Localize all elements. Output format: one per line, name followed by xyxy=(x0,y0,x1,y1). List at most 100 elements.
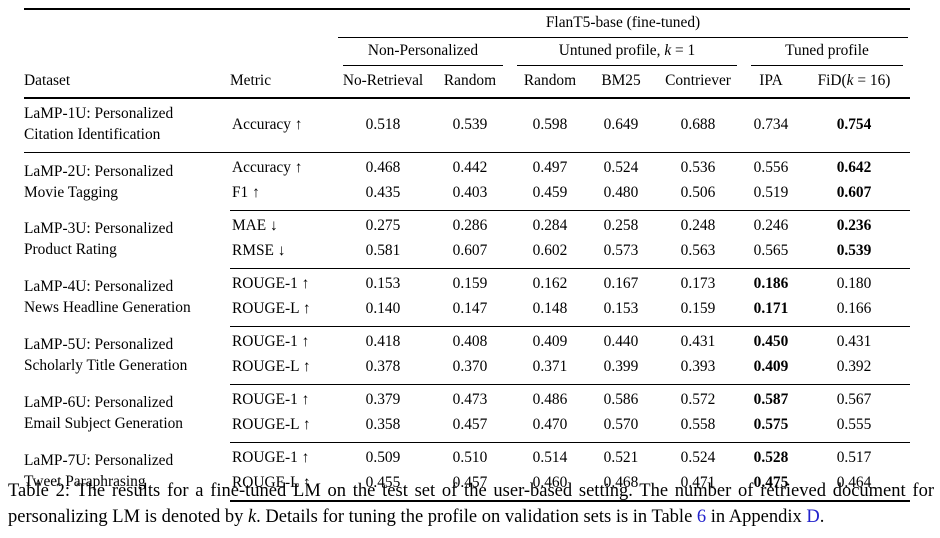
metric-cell: ROUGE-1 ↑ xyxy=(232,332,310,350)
col-header-no-retrieval: No-Retrieval xyxy=(336,66,430,100)
value-cell: 0.148 xyxy=(510,297,590,327)
value-cell: 0.409 xyxy=(744,354,798,385)
header-spacer xyxy=(24,38,336,66)
value-cell: 0.450 xyxy=(753,332,789,350)
dataset-group: LaMP-5U: Personalized Scholarly Title Ge… xyxy=(24,326,911,385)
group-non-personalized: Non-Personalized xyxy=(336,38,510,66)
group-untuned-pre: Untuned profile, xyxy=(558,42,665,59)
value-cell: 0.524 xyxy=(680,448,716,466)
table-row: F1 ↑ 0.435 0.403 0.459 0.480 0.506 0.519 0.607 xyxy=(24,181,911,212)
value-cell: 0.409 xyxy=(532,332,568,350)
value-cell: 0.180 xyxy=(836,275,872,293)
metric-cell: MAE ↓ xyxy=(232,217,278,235)
value-cell: 0.688 xyxy=(652,98,744,154)
value-cell: 0.572 xyxy=(680,390,716,408)
dataset-group: LaMP-6U: Personalized Email Subject Gene… xyxy=(24,384,911,443)
value-cell: 0.371 xyxy=(510,354,590,385)
metric-cell: ROUGE-L ↑ xyxy=(230,297,336,327)
value-cell: 0.464 xyxy=(798,470,911,502)
value-cell: 0.581 xyxy=(336,239,430,270)
value-cell: 0.539 xyxy=(430,98,510,154)
dataset-group: LaMP-7U: Personalized Tweet Paraphrasing… xyxy=(24,442,911,502)
value-cell: 0.480 xyxy=(590,181,652,212)
table-row: RMSE ↓ 0.581 0.607 0.602 0.573 0.563 0.565 0.53… xyxy=(24,239,911,270)
value-cell: 0.565 xyxy=(744,239,798,270)
value-cell: 0.567 xyxy=(836,390,872,408)
dataset-group: LaMP-3U: Personalized Product Rating MAE … xyxy=(24,211,911,270)
value-cell: 0.379 xyxy=(365,390,401,408)
value-cell: 0.539 xyxy=(798,239,911,270)
group-tuned-profile-label: Tuned profile xyxy=(751,38,904,66)
metric-cell: F1 ↑ xyxy=(230,181,336,212)
value-cell: 0.575 xyxy=(744,412,798,443)
value-cell: 0.521 xyxy=(603,448,639,466)
metric-cell: ROUGE-L ↑ xyxy=(230,354,336,385)
dataset-cell: LaMP-3U: Personalized Product Rating xyxy=(24,220,174,259)
value-cell: 0.570 xyxy=(590,412,652,443)
dataset-cell: LaMP-6U: Personalized Email Subject Gene… xyxy=(24,393,183,432)
table-row: ROUGE-L ↑ 0.358 0.457 0.470 0.570 0.558 0.575 0… xyxy=(24,412,911,443)
value-cell: 0.435 xyxy=(336,181,430,212)
value-cell: 0.471 xyxy=(652,470,744,502)
table-6-link[interactable]: 6 xyxy=(696,506,707,527)
value-cell: 0.370 xyxy=(430,354,510,385)
col-header-contriever: Contriever xyxy=(652,66,744,100)
value-cell: 0.528 xyxy=(753,448,789,466)
value-cell: 0.236 xyxy=(836,217,872,235)
group-tuned-profile: Tuned profile xyxy=(744,38,910,66)
appendix-d-link[interactable]: D xyxy=(806,506,820,527)
value-cell: 0.457 xyxy=(430,412,510,443)
value-cell: 0.140 xyxy=(336,297,430,327)
value-cell: 0.440 xyxy=(603,332,639,350)
value-cell: 0.468 xyxy=(590,470,652,502)
value-cell: 0.378 xyxy=(336,354,430,385)
value-cell: 0.473 xyxy=(452,390,488,408)
metric-cell: ROUGE-1 ↑ xyxy=(232,390,310,408)
caption-text-middle: . Details for tuning the profile on vali… xyxy=(256,506,697,527)
value-cell: 0.602 xyxy=(510,239,590,270)
group-untuned-profile-label: Untuned profile, k = 1 xyxy=(517,38,737,66)
value-cell: 0.418 xyxy=(365,332,401,350)
value-cell: 0.460 xyxy=(510,470,590,502)
k-italic: k xyxy=(846,72,854,89)
value-cell: 0.358 xyxy=(336,412,430,443)
caption-text-prefix: Table 2: The results for a fine-tuned LM… xyxy=(8,481,934,527)
col-header-fid: FiD(k = 16) xyxy=(798,66,911,100)
value-cell: 0.514 xyxy=(532,448,568,466)
dataset-group: LaMP-1U: Personalized Citation Identific… xyxy=(24,98,911,154)
table-row: LaMP-6U: Personalized Email Subject Gene… xyxy=(24,384,910,432)
value-cell: 0.524 xyxy=(603,159,639,177)
value-cell: 0.468 xyxy=(365,159,401,177)
table-row: LaMP-7U: Personalized Tweet Paraphrasing… xyxy=(24,442,910,490)
value-cell: 0.586 xyxy=(603,390,639,408)
metric-cell: ROUGE-1 ↑ xyxy=(232,275,310,293)
model-header-cell: FlanT5-base (fine-tuned) xyxy=(336,9,910,38)
value-cell: 0.497 xyxy=(532,159,568,177)
model-header: FlanT5-base (fine-tuned) xyxy=(338,10,909,38)
value-cell: 0.393 xyxy=(652,354,744,385)
table-caption: Table 2: The results for a fine-tuned LM… xyxy=(8,479,934,531)
k-italic: k xyxy=(664,42,672,59)
metric-cell: Accuracy ↑ xyxy=(232,159,303,177)
table-row: LaMP-1U: Personalized Citation Identific… xyxy=(24,98,911,154)
col-header-metric: Metric xyxy=(230,66,336,100)
value-cell: 0.470 xyxy=(510,412,590,443)
dataset-group: LaMP-2U: Personalized Movie Tagging Accur… xyxy=(24,153,911,212)
group-non-personalized-label: Non-Personalized xyxy=(343,38,503,66)
value-cell: 0.153 xyxy=(365,275,401,293)
value-cell: 0.248 xyxy=(680,217,716,235)
value-cell: 0.284 xyxy=(532,217,568,235)
value-cell: 0.258 xyxy=(603,217,639,235)
dataset-cell: LaMP-2U: Personalized Movie Tagging xyxy=(24,162,174,201)
col-header-dataset: Dataset xyxy=(24,66,230,100)
col-header-random-np: Random xyxy=(430,66,510,100)
value-cell: 0.455 xyxy=(336,470,430,502)
value-cell: 0.147 xyxy=(430,297,510,327)
metric-cell: ROUGE-L ↑ xyxy=(230,412,336,443)
value-cell: 0.555 xyxy=(798,412,911,443)
value-cell: 0.403 xyxy=(430,181,510,212)
value-cell: 0.754 xyxy=(798,98,911,154)
value-cell: 0.573 xyxy=(590,239,652,270)
value-cell: 0.536 xyxy=(680,159,716,177)
table-row: LaMP-5U: Personalized Scholarly Title Ge… xyxy=(24,326,910,374)
